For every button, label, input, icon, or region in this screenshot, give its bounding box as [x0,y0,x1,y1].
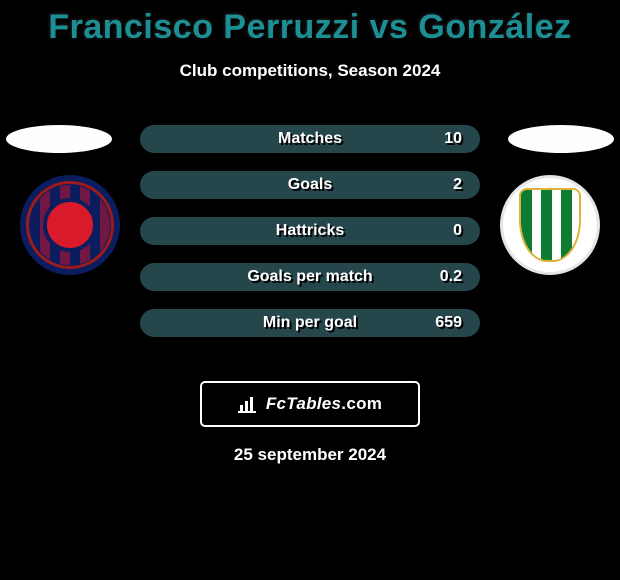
stats-column: Matches 10 Goals 2 Hattricks 0 Goals per… [140,125,480,337]
player-ellipse-right [508,125,614,153]
branding-box: FcTables.com [200,381,420,427]
date-text: 25 september 2024 [0,445,620,465]
stat-label: Hattricks [276,222,344,240]
team-logo-right: ★ [500,175,600,275]
page-title: Francisco Perruzzi vs González [0,0,620,47]
stat-value: 10 [444,130,462,148]
brand-part-b: Tables [286,394,341,413]
logo-left-inner [43,198,97,252]
stat-bar-hattricks: Hattricks 0 [140,217,480,245]
team-logo-left [20,175,120,275]
stat-label: Min per goal [263,314,357,332]
stat-label: Goals per match [247,268,372,286]
brand-text: FcTables.com [266,394,382,414]
stat-value: 0.2 [440,268,462,286]
stat-bar-goals-per-match: Goals per match 0.2 [140,263,480,291]
brand-part-a: Fc [266,394,286,413]
stat-value: 0 [453,222,462,240]
chart-icon [238,395,260,413]
stat-bar-matches: Matches 10 [140,125,480,153]
player-ellipse-left [6,125,112,153]
stat-value: 2 [453,176,462,194]
logo-right-shield [519,188,581,262]
comparison-area: ★ Matches 10 Goals 2 Hattricks 0 Goals p… [0,113,620,373]
infographic-root: Francisco Perruzzi vs González Club comp… [0,0,620,580]
page-subtitle: Club competitions, Season 2024 [0,61,620,81]
stat-label: Goals [288,176,332,194]
stat-bar-min-per-goal: Min per goal 659 [140,309,480,337]
stat-label: Matches [278,130,342,148]
brand-part-c: .com [341,394,382,413]
stat-bar-goals: Goals 2 [140,171,480,199]
stat-value: 659 [435,314,462,332]
